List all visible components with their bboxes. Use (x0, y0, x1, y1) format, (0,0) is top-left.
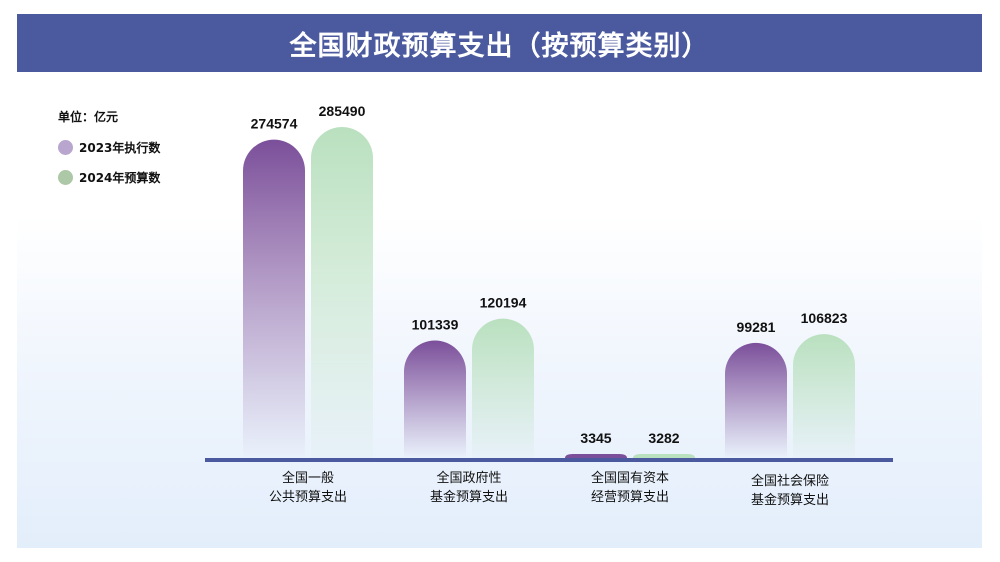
bar-2023-3 (725, 342, 787, 458)
legend-label-2023: 2023年执行数 (79, 140, 161, 155)
bar-2024-1 (472, 318, 534, 458)
legend-label-2024: 2024年预算数 (79, 170, 161, 185)
bar-2023-1 (404, 340, 466, 458)
legend-swatch-2024 (58, 169, 73, 185)
bar-2023-0 (243, 139, 305, 458)
data-label: 120194 (480, 295, 527, 311)
x-tick-label: 全国政府性 基金预算支出 (429, 471, 508, 505)
legend: 单位：亿元 2023年执行数 2024年预算数 (58, 108, 160, 199)
legend-swatch-2023 (58, 139, 73, 155)
x-tick-label: 全国国有资本 经营预算支出 (590, 471, 669, 505)
unit-label: 单位：亿元 (58, 110, 119, 124)
data-label: 101339 (412, 317, 459, 333)
x-axis-line (205, 458, 893, 462)
legend-item-2023: 2023年执行数 (58, 139, 160, 155)
data-label: 99281 (737, 319, 776, 335)
bar-2024-3 (793, 334, 855, 458)
data-label: 285490 (319, 103, 366, 119)
x-tick-label: 全国一般 公共预算支出 (268, 471, 347, 505)
data-label: 3345 (580, 430, 611, 446)
data-label: 106823 (801, 310, 848, 326)
chart-title: 全国财政预算支出（按预算类别） (17, 14, 982, 72)
bar-2023-2 (565, 454, 627, 458)
chart-panel (17, 72, 982, 548)
data-label: 274574 (251, 116, 298, 132)
bar-2024-2 (633, 454, 695, 458)
x-tick-label: 全国社会保险 基金预算支出 (750, 474, 829, 508)
data-label: 3282 (648, 430, 679, 446)
legend-item-2024: 2024年预算数 (58, 169, 160, 185)
bar-2024-0 (311, 127, 373, 458)
